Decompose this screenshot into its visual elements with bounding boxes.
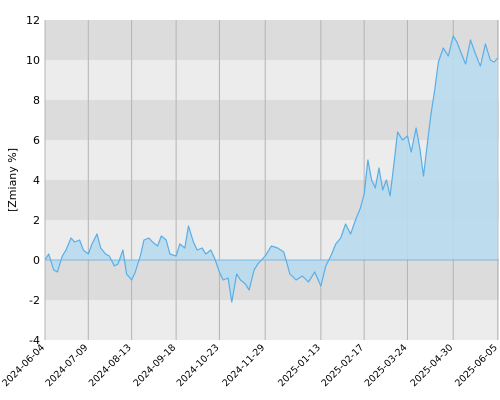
- x-tick-label: 2025-06-05: [453, 342, 500, 389]
- series-area: [45, 36, 498, 302]
- x-tick-label: 2025-01-13: [276, 342, 323, 389]
- x-tick-label: 2025-03-24: [363, 342, 410, 389]
- y-tick-label: 8: [33, 94, 40, 107]
- grid-band: [45, 100, 499, 140]
- y-tick-labels: -4 -2 0 2 4 6 8 10 12: [26, 14, 40, 347]
- x-tick-label: 2024-07-09: [44, 342, 91, 389]
- y-tick-label: -2: [29, 294, 40, 307]
- x-tick-label: 2024-06-04: [0, 342, 47, 389]
- y-tick-label: 2: [33, 214, 40, 227]
- series-line: [44, 35, 499, 303]
- x-tick-label: 2024-09-18: [131, 342, 178, 389]
- grid-band: [45, 20, 499, 60]
- grid-band: [45, 260, 499, 300]
- y-tick-label: -4: [29, 334, 40, 347]
- grid-band: [45, 60, 499, 100]
- x-tick-label: 2024-11-29: [220, 342, 267, 389]
- x-tick-label: 2025-02-17: [319, 342, 366, 389]
- y-tick-label: 10: [26, 54, 40, 67]
- y-tick-label: 4: [33, 174, 40, 187]
- x-tick-label: 2024-08-13: [87, 342, 134, 389]
- y-tick-label: 12: [26, 14, 40, 27]
- x-tick-labels: 2024-06-042024-07-092024-08-132024-09-18…: [0, 342, 500, 389]
- grid-band: [45, 300, 499, 340]
- y-tick-label: 0: [33, 254, 40, 267]
- y-axis-title: [Zmiany %]: [6, 148, 19, 212]
- y-tick-label: 6: [33, 134, 40, 147]
- x-tick-label: 2025-04-30: [409, 342, 456, 389]
- x-tick-label: 2024-10-23: [175, 342, 222, 389]
